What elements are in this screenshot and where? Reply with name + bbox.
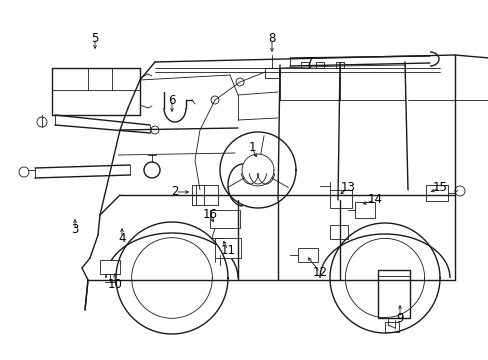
Bar <box>301 62 308 68</box>
Bar <box>335 62 343 68</box>
Bar <box>425 185 447 201</box>
Bar <box>377 270 409 318</box>
Text: 9: 9 <box>395 311 403 324</box>
Bar <box>329 225 347 239</box>
Text: 13: 13 <box>340 181 355 194</box>
Text: 3: 3 <box>71 224 79 237</box>
Text: 11: 11 <box>220 243 235 256</box>
Bar <box>354 202 374 218</box>
Circle shape <box>19 167 29 177</box>
Text: 6: 6 <box>168 94 175 107</box>
Bar <box>209 210 240 228</box>
Circle shape <box>210 96 219 104</box>
Circle shape <box>151 126 159 134</box>
Bar <box>264 68 279 78</box>
Circle shape <box>37 117 47 127</box>
Text: 14: 14 <box>367 193 382 207</box>
Text: 10: 10 <box>107 279 122 292</box>
Bar <box>297 248 317 262</box>
Bar <box>329 190 351 208</box>
Circle shape <box>454 186 464 196</box>
Bar <box>215 238 241 258</box>
Bar <box>384 322 398 332</box>
Bar <box>100 260 120 274</box>
Text: 15: 15 <box>432 181 447 194</box>
Circle shape <box>143 162 160 178</box>
Text: 4: 4 <box>118 231 125 244</box>
Circle shape <box>236 78 244 86</box>
Text: 12: 12 <box>312 265 327 279</box>
Text: 7: 7 <box>305 55 313 68</box>
Bar <box>315 62 324 68</box>
Text: 16: 16 <box>202 208 217 221</box>
Text: 2: 2 <box>171 185 179 198</box>
Text: 5: 5 <box>91 31 99 45</box>
Text: 8: 8 <box>268 31 275 45</box>
Text: 1: 1 <box>248 141 255 154</box>
